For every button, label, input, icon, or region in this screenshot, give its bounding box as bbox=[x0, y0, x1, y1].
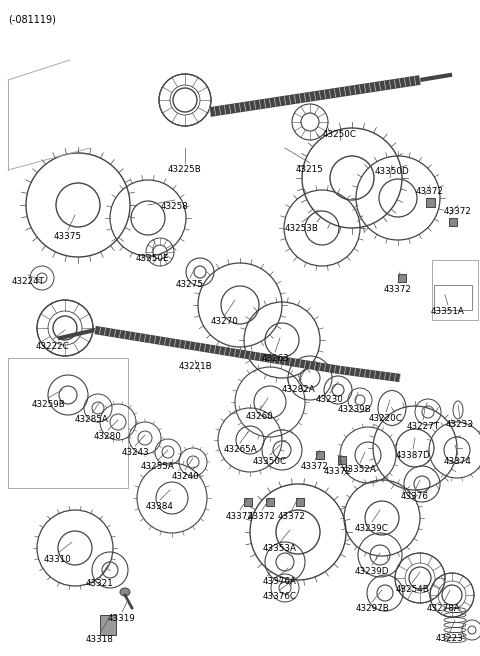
Text: 43285A: 43285A bbox=[75, 415, 109, 424]
Bar bbox=[296, 498, 304, 506]
Text: 43265A: 43265A bbox=[223, 445, 257, 454]
Bar bbox=[434, 285, 472, 310]
Bar bbox=[316, 451, 324, 459]
Text: 43239C: 43239C bbox=[355, 524, 389, 533]
Text: 43372: 43372 bbox=[278, 512, 306, 521]
Text: 43220C: 43220C bbox=[369, 414, 403, 423]
Bar bbox=[266, 498, 274, 506]
Ellipse shape bbox=[120, 588, 130, 596]
Text: 43352A: 43352A bbox=[343, 465, 377, 474]
Text: 43372: 43372 bbox=[226, 512, 254, 521]
Text: 43259B: 43259B bbox=[31, 400, 65, 409]
Text: 43224T: 43224T bbox=[12, 277, 45, 286]
Text: 43260: 43260 bbox=[246, 412, 274, 421]
Text: 43270: 43270 bbox=[211, 317, 239, 326]
Text: 43318: 43318 bbox=[86, 635, 114, 644]
Text: 43372: 43372 bbox=[416, 187, 444, 196]
Bar bbox=[338, 456, 346, 464]
Bar bbox=[425, 197, 434, 207]
Text: 43223: 43223 bbox=[436, 634, 464, 643]
Bar bbox=[449, 218, 457, 226]
Text: 43372: 43372 bbox=[384, 285, 412, 294]
Text: 43384: 43384 bbox=[146, 502, 174, 511]
Text: 43225B: 43225B bbox=[168, 165, 202, 174]
Text: 43372: 43372 bbox=[444, 207, 472, 216]
Text: 43351A: 43351A bbox=[431, 307, 465, 316]
Text: 43254B: 43254B bbox=[395, 585, 429, 594]
Text: 43239B: 43239B bbox=[338, 405, 372, 414]
Text: 43297B: 43297B bbox=[355, 604, 389, 613]
Text: 43275: 43275 bbox=[176, 280, 204, 289]
Text: 43263: 43263 bbox=[261, 354, 289, 363]
Text: 43376A: 43376A bbox=[263, 577, 297, 586]
Text: 43372: 43372 bbox=[248, 512, 276, 521]
Text: 43310: 43310 bbox=[44, 555, 72, 564]
Text: (-081119): (-081119) bbox=[8, 14, 56, 24]
Text: 43253B: 43253B bbox=[285, 224, 319, 233]
Text: 43227T: 43227T bbox=[407, 422, 440, 431]
Text: 43372: 43372 bbox=[301, 462, 329, 471]
Text: 43374: 43374 bbox=[444, 457, 472, 466]
Text: 43319: 43319 bbox=[108, 614, 136, 623]
Text: 43243: 43243 bbox=[121, 448, 149, 457]
Text: 43350E: 43350E bbox=[135, 254, 169, 263]
Text: 43240: 43240 bbox=[171, 472, 199, 481]
Text: 43250C: 43250C bbox=[323, 130, 357, 139]
Text: 43258: 43258 bbox=[161, 202, 189, 211]
Text: 43222C: 43222C bbox=[35, 342, 69, 351]
Bar bbox=[100, 615, 116, 635]
Text: 43255A: 43255A bbox=[141, 462, 175, 471]
Text: 43372: 43372 bbox=[324, 467, 352, 476]
Text: 43350C: 43350C bbox=[253, 457, 287, 466]
Bar bbox=[244, 498, 252, 506]
Text: 43387D: 43387D bbox=[396, 451, 431, 460]
Text: 43350D: 43350D bbox=[374, 167, 409, 176]
Text: 43239D: 43239D bbox=[355, 567, 389, 576]
Text: 43321: 43321 bbox=[86, 579, 114, 588]
Text: 43282A: 43282A bbox=[281, 385, 315, 394]
Text: 43221B: 43221B bbox=[178, 362, 212, 371]
Text: 43280: 43280 bbox=[94, 432, 122, 441]
Text: 43278A: 43278A bbox=[427, 604, 461, 613]
Text: 43376: 43376 bbox=[401, 492, 429, 501]
Text: 43375: 43375 bbox=[54, 232, 82, 241]
Text: 43230: 43230 bbox=[316, 395, 344, 404]
Text: 43376C: 43376C bbox=[263, 592, 297, 601]
Text: 43353A: 43353A bbox=[263, 544, 297, 553]
Bar bbox=[398, 274, 406, 282]
Text: 43233: 43233 bbox=[446, 420, 474, 429]
Text: 43215: 43215 bbox=[296, 165, 324, 174]
